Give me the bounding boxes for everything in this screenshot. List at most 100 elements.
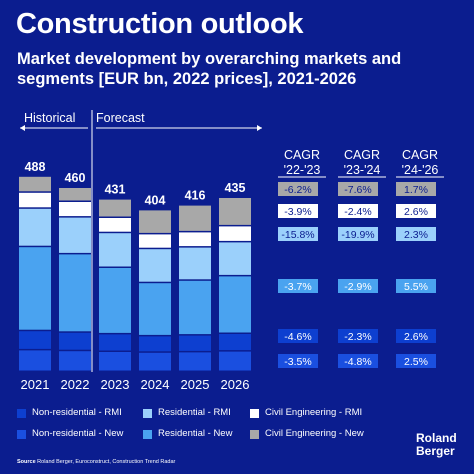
legend-swatch-non-residential-new xyxy=(17,430,26,439)
x-tick-2021: 2021 xyxy=(21,377,50,392)
bar-segment-2026-civil-engineering-new xyxy=(219,198,251,225)
cagr-header-3-line-1: CAGR xyxy=(402,148,438,162)
chart-title: Construction outlook xyxy=(16,8,304,40)
bar-segment-2023-residential-rmi xyxy=(99,233,131,267)
cagr-box-civil-engineering-rmi-2 xyxy=(338,204,378,218)
total-label-2022: 460 xyxy=(65,171,86,185)
cagr-value-civil-engineering-rmi-2: -2.4% xyxy=(344,206,371,218)
source-text: Roland Berger, Euroconstruct, Constructi… xyxy=(35,459,176,465)
bar-segment-2024-civil-engineering-rmi xyxy=(139,234,171,248)
bar-segment-2021-residential-rmi xyxy=(19,208,51,246)
bar-segment-2025-civil-engineering-rmi xyxy=(179,232,211,247)
bar-segment-2023-non-residential-rmi xyxy=(99,334,131,351)
cagr-value-civil-engineering-new-3: 1.7% xyxy=(404,184,428,196)
bar-segment-2023-non-residential-new xyxy=(99,352,131,371)
legend-label-non-residential-new: Non-residential - New xyxy=(32,428,124,439)
legend-label-residential-new: Residential - New xyxy=(158,428,233,439)
source-label: Source xyxy=(17,459,36,465)
bar-segment-2026-non-residential-rmi xyxy=(219,334,251,351)
bar-segment-2024-non-residential-rmi xyxy=(139,336,171,352)
legend-swatch-non-residential-rmi xyxy=(17,409,26,418)
bar-segment-2025-civil-engineering-new xyxy=(179,205,211,231)
bar-segment-2023-civil-engineering-new xyxy=(99,199,131,217)
bar-segment-2022-residential-new xyxy=(59,254,91,332)
cagr-box-residential-rmi-3 xyxy=(396,227,436,241)
bar-segment-2025-non-residential-rmi xyxy=(179,335,211,351)
bar-segment-2024-residential-rmi xyxy=(139,249,171,282)
forecast-arrowhead xyxy=(257,125,262,131)
cagr-header-1-line-2: '22-'23 xyxy=(284,163,321,177)
cagr-value-non-residential-rmi-2: -2.3% xyxy=(344,331,371,343)
bar-segment-2021-civil-engineering-rmi xyxy=(19,192,51,208)
legend-swatch-residential-new xyxy=(143,430,152,439)
cagr-value-non-residential-new-1: -3.5% xyxy=(284,356,311,368)
brand-logo-text: Roland Berger xyxy=(416,431,457,458)
bar-segment-2021-civil-engineering-new xyxy=(19,176,51,192)
bar-segment-2024-civil-engineering-new xyxy=(139,210,171,233)
cagr-box-non-residential-new-2 xyxy=(338,354,378,368)
cagr-value-residential-new-2: -2.9% xyxy=(344,281,371,293)
x-tick-2022: 2022 xyxy=(61,377,90,392)
cagr-box-residential-new-3 xyxy=(396,279,436,293)
bar-segment-2026-civil-engineering-rmi xyxy=(219,226,251,241)
bar-segment-2026-residential-new xyxy=(219,276,251,333)
cagr-box-non-residential-rmi-2 xyxy=(338,329,378,343)
bar-segment-2025-residential-rmi xyxy=(179,247,211,280)
legend-label-civil-engineering-new: Civil Engineering - New xyxy=(265,428,364,439)
bar-segment-2026-residential-rmi xyxy=(219,242,251,275)
cagr-value-residential-new-1: -3.7% xyxy=(284,281,311,293)
period-label-historical: Historical xyxy=(24,111,75,125)
x-tick-2024: 2024 xyxy=(141,377,170,392)
cagr-header-3-line-2: '24-'26 xyxy=(402,163,439,177)
bar-segment-2024-residential-new xyxy=(139,283,171,335)
cagr-box-civil-engineering-new-3 xyxy=(396,182,436,196)
legend-label-non-residential-rmi: Non-residential - RMI xyxy=(32,407,122,418)
cagr-value-residential-rmi-2: -19.9% xyxy=(341,229,374,241)
cagr-box-civil-engineering-rmi-3 xyxy=(396,204,436,218)
bar-segment-2023-residential-new xyxy=(99,268,131,333)
cagr-header-2-line-1: CAGR xyxy=(344,148,380,162)
historical-arrowhead xyxy=(20,125,25,131)
cagr-box-civil-engineering-rmi-1 xyxy=(278,204,318,218)
cagr-value-civil-engineering-new-2: -7.6% xyxy=(344,184,371,196)
total-label-2025: 416 xyxy=(185,189,206,203)
total-label-2021: 488 xyxy=(25,160,46,174)
cagr-box-civil-engineering-new-2 xyxy=(338,182,378,196)
legend-label-residential-rmi: Residential - RMI xyxy=(158,407,231,418)
cagr-box-residential-rmi-1 xyxy=(278,227,318,241)
cagr-box-non-residential-new-1 xyxy=(278,354,318,368)
cagr-header-1-line-1: CAGR xyxy=(284,148,320,162)
total-label-2024: 404 xyxy=(145,193,166,207)
cagr-box-residential-rmi-2 xyxy=(338,227,378,241)
cagr-header-2-line-2: '23-'24 xyxy=(344,163,381,177)
cagr-value-non-residential-rmi-3: 2.6% xyxy=(404,331,428,343)
cagr-box-non-residential-new-3 xyxy=(396,354,436,368)
cagr-value-residential-new-3: 5.5% xyxy=(404,281,428,293)
cagr-box-non-residential-rmi-3 xyxy=(396,329,436,343)
cagr-box-residential-new-2 xyxy=(338,279,378,293)
bar-segment-2022-civil-engineering-rmi xyxy=(59,202,91,217)
cagr-box-non-residential-rmi-1 xyxy=(278,329,318,343)
legend-swatch-residential-rmi xyxy=(143,409,152,418)
bar-segment-2021-non-residential-rmi xyxy=(19,331,51,349)
bar-segment-2025-non-residential-new xyxy=(179,352,211,371)
total-label-2023: 431 xyxy=(105,183,126,197)
cagr-value-civil-engineering-new-1: -6.2% xyxy=(284,184,311,196)
bar-segment-2025-residential-new xyxy=(179,280,211,335)
bar-segment-2021-non-residential-new xyxy=(19,350,51,371)
cagr-box-civil-engineering-new-1 xyxy=(278,182,318,196)
cagr-value-residential-rmi-1: -15.8% xyxy=(281,229,314,241)
total-label-2026: 435 xyxy=(225,181,246,195)
x-tick-2023: 2023 xyxy=(101,377,130,392)
bar-segment-2023-civil-engineering-rmi xyxy=(99,218,131,232)
cagr-value-non-residential-rmi-1: -4.6% xyxy=(284,331,311,343)
legend-swatch-civil-engineering-rmi xyxy=(250,409,259,418)
bar-segment-2022-civil-engineering-new xyxy=(59,188,91,201)
legend-label-civil-engineering-rmi: Civil Engineering - RMI xyxy=(265,407,363,418)
bar-segment-2022-non-residential-new xyxy=(59,351,91,371)
legend-swatch-civil-engineering-new xyxy=(250,430,259,439)
bar-segment-2024-non-residential-new xyxy=(139,352,171,371)
bar-segment-2021-residential-new xyxy=(19,247,51,330)
bar-segment-2026-non-residential-new xyxy=(219,351,251,371)
